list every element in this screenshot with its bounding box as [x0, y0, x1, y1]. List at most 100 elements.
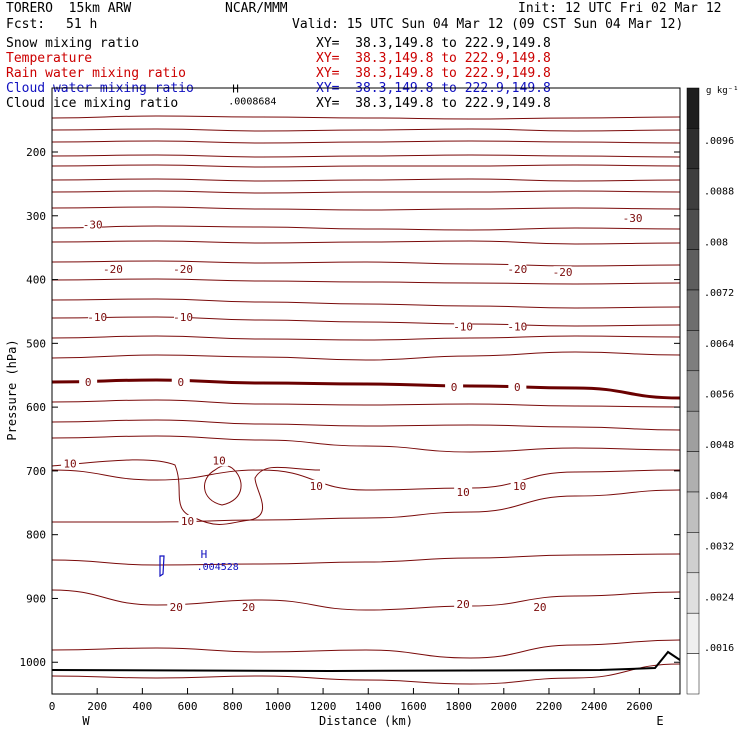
contour-label-bg [61, 457, 80, 470]
isotherm-line [51, 399, 681, 408]
y-tick-label: 700 [26, 465, 46, 478]
legend-field-ice: Cloud ice mixing ratio [6, 96, 179, 111]
contour-label-bg [454, 486, 473, 499]
colorbar-tick-label: .004 [704, 491, 728, 502]
isotherm-line [51, 298, 681, 309]
contour-label-bg [307, 479, 326, 492]
contour-label-bg [239, 601, 258, 614]
isotherm-line [51, 316, 681, 327]
x-tick-label: 1000 [265, 700, 292, 713]
x-axis: 0 200 400 600 800 1000 1200 1400 1600 1800 2000 220… [49, 688, 664, 728]
plot-frame [51, 87, 681, 695]
contour-label: -20 [553, 266, 573, 279]
contour-label: 0 [451, 381, 458, 394]
contour-label-bg [178, 514, 197, 527]
x-axis-label: Distance (km) [319, 714, 413, 728]
colorbar-tick-label: .0064 [704, 339, 734, 350]
colorbar-tick-label: .008 [704, 237, 728, 248]
colorbar-swatch [686, 249, 700, 291]
colorbar-swatch [686, 612, 700, 654]
y-tick-label: 300 [26, 210, 46, 223]
legend-field-snow: Snow mixing ratio [6, 36, 140, 51]
cloud-water-contour [159, 555, 165, 578]
colorbar-swatch [686, 451, 700, 493]
contour-label: 10 [457, 486, 470, 499]
contour-label-bg [210, 454, 229, 467]
terrain-surface [51, 650, 681, 673]
contour-labels: -30 -30 -20 -20 -20 -20 -10 -10 -10 -10 0 0 0 0 10 10 10… [61, 211, 642, 614]
contour-label: 0 [85, 376, 92, 389]
x-tick-label: 400 [132, 700, 152, 713]
colorbar-swatch [686, 168, 700, 210]
isotherm-line [51, 335, 681, 341]
colorbar-tick-label: .0088 [704, 187, 734, 198]
y-tick-label: 1000 [20, 656, 47, 669]
isotherm-line [51, 378, 681, 400]
isotherm-line [51, 206, 681, 211]
contour-label-bg [510, 479, 529, 492]
contour-label: -30 [83, 218, 103, 231]
colorbar-swatch [686, 87, 700, 129]
fcst-value: 51 h [66, 17, 98, 32]
contour-label-bg [167, 601, 186, 614]
colorbar-unit: g kg⁻¹ [706, 86, 739, 96]
contour-label: 20 [242, 601, 255, 614]
x-tick-label: 2200 [536, 700, 563, 713]
isotherm-line [51, 154, 681, 158]
x-tick-label: 2400 [581, 700, 608, 713]
contour-label-bg [508, 380, 527, 393]
x-tick-label: 200 [87, 700, 107, 713]
contour-label: 20 [457, 598, 470, 611]
contour-label-bg [454, 597, 473, 610]
contour-label-bg [174, 310, 193, 323]
colorbar-tick-label: .0096 [704, 136, 734, 147]
colorbar-tick-label: .0048 [704, 440, 734, 451]
x-tick-label: 1400 [355, 700, 382, 713]
contour-label: -20 [103, 263, 123, 276]
model-title: TORERO 15km ARW [6, 1, 132, 16]
y-tick-label: 500 [26, 337, 46, 350]
contour-label: 10 [310, 480, 323, 493]
contour-label: 0 [177, 376, 184, 389]
colorbar-tick-label: .0056 [704, 390, 734, 401]
x-tick-label: 2600 [626, 700, 653, 713]
legend-field-temp: Temperature [6, 51, 93, 66]
east-label: E [656, 714, 663, 728]
colorbar-swatch [686, 572, 700, 614]
contour-label-bg [508, 262, 527, 275]
x-tick-label: 800 [223, 700, 243, 713]
marker-h: H [201, 548, 208, 561]
colorbar: g kg⁻¹ .0096 .0088 .008 .0072 .0064 .0056 .0048… [686, 86, 739, 695]
x-tick-label: 2000 [491, 700, 518, 713]
marker-h: H [232, 83, 239, 96]
contour-label: -10 [507, 320, 527, 333]
contour-label: -20 [507, 263, 527, 276]
x-tick-label: 1200 [310, 700, 337, 713]
legend-field-rain: Rain water mixing ratio [6, 66, 187, 81]
contour-label: 10 [63, 458, 76, 471]
y-tick-label: 400 [26, 274, 46, 287]
contour-label-bg [83, 218, 102, 231]
contour-label-bg [171, 375, 190, 388]
contour-label-bg [454, 320, 473, 333]
colorbar-swatch [686, 653, 700, 695]
isotherm-line [51, 278, 681, 285]
init-time: Init: 12 UTC Fri 02 Mar 12 [518, 1, 722, 16]
legend-field-cloudwater: Cloud water mixing ratio [6, 81, 194, 96]
contour-label: 20 [170, 601, 183, 614]
y-tick-label: 600 [26, 401, 46, 414]
valid-time: Valid: 15 UTC Sun 04 Mar 12 (09 CST Sun … [292, 17, 684, 32]
x-tick-label: 1600 [400, 700, 427, 713]
contour-label-bg [174, 262, 193, 275]
x-tick-label: 1800 [445, 700, 472, 713]
isotherm-loop [204, 465, 242, 506]
colorbar-swatch [686, 370, 700, 412]
surface-line [51, 650, 681, 673]
fcst-label: Fcst: [6, 17, 46, 32]
contour-label: 20 [533, 601, 546, 614]
isotherm-line [51, 553, 681, 566]
contour-label-bg [103, 262, 122, 275]
isotherm-line [51, 140, 681, 144]
